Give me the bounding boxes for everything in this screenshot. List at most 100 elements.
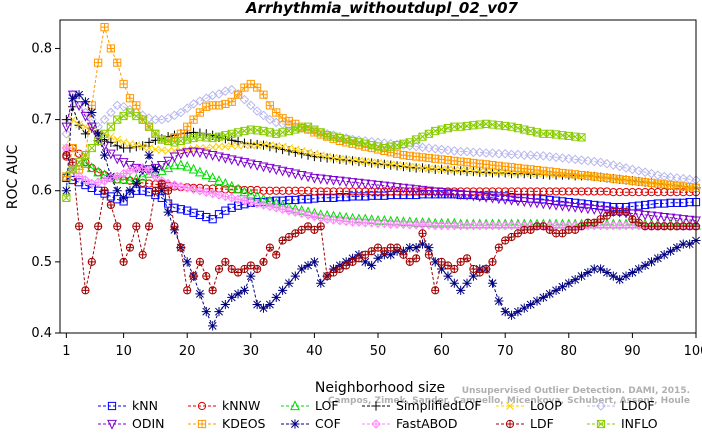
point-ldf xyxy=(462,254,472,263)
point-ldf xyxy=(144,222,154,231)
x-tick-label: 40 xyxy=(306,344,323,359)
point-knn xyxy=(195,210,205,220)
x-tick-label: 1 xyxy=(62,344,70,359)
point-kdeos xyxy=(195,108,205,117)
point-knn xyxy=(138,186,147,195)
point-loop xyxy=(119,138,128,147)
point-fastabod xyxy=(201,187,212,197)
legend-item-simplifiedlof: SimplifiedLOF xyxy=(362,398,482,413)
point-knn xyxy=(666,198,675,207)
point-ldof xyxy=(188,99,199,109)
y-tick-label: 0.8 xyxy=(31,41,52,56)
point-odin xyxy=(74,101,84,112)
point-odin xyxy=(582,204,593,215)
point-ldf xyxy=(189,272,198,281)
point-ldof xyxy=(532,151,542,161)
point-odin xyxy=(360,179,371,190)
point-ldof xyxy=(462,146,472,157)
point-simplifiedlof xyxy=(80,129,91,139)
point-inflo xyxy=(81,151,90,160)
point-ldf xyxy=(348,257,357,266)
point-kdeos xyxy=(259,90,268,99)
point-knnw xyxy=(405,187,414,196)
point-cof xyxy=(627,267,637,278)
point-fastabod xyxy=(233,194,243,205)
point-fastabod xyxy=(112,171,123,182)
point-inflo xyxy=(87,143,96,153)
point-fastabod xyxy=(74,171,84,182)
point-ldf xyxy=(183,286,192,295)
point-knnw xyxy=(590,187,599,196)
point-loop xyxy=(399,161,408,170)
point-loop xyxy=(138,142,147,151)
point-simplifiedlof xyxy=(188,127,199,137)
point-ldf xyxy=(494,243,503,252)
point-ldof xyxy=(150,114,161,125)
point-loop xyxy=(297,146,306,155)
point-ldf xyxy=(113,222,122,231)
legend-label: ODIN xyxy=(132,416,165,431)
point-lof xyxy=(201,169,212,180)
legend-label: LDOF xyxy=(621,398,655,413)
point-cof xyxy=(252,299,262,310)
point-knnw xyxy=(144,179,154,188)
point-cof xyxy=(360,257,370,267)
point-odin xyxy=(125,161,135,171)
point-odin xyxy=(576,203,587,214)
point-cof xyxy=(93,129,103,139)
point-cof xyxy=(265,299,275,310)
point-lof xyxy=(125,174,135,185)
point-ldof xyxy=(265,114,275,125)
point-knnw xyxy=(272,186,281,195)
point-loop xyxy=(348,156,357,165)
point-ldf xyxy=(634,218,643,227)
point-knn xyxy=(367,191,376,200)
point-knnw xyxy=(558,187,567,196)
legend-marker xyxy=(107,419,117,430)
point-loop xyxy=(221,142,230,151)
point-fastabod xyxy=(99,175,110,186)
point-fastabod xyxy=(118,168,129,179)
point-ldof xyxy=(621,163,631,173)
point-cof xyxy=(201,307,211,317)
point-cof xyxy=(570,275,580,285)
point-knn xyxy=(176,205,185,214)
point-ldof xyxy=(487,148,498,158)
point-ldf xyxy=(621,207,631,217)
point-odin xyxy=(646,211,657,222)
y-tick-label: 0.5 xyxy=(31,255,52,270)
point-kdeos xyxy=(106,44,115,53)
point-ldf xyxy=(170,222,179,231)
point-cof xyxy=(386,250,396,260)
point-lof xyxy=(182,160,193,171)
point-cof xyxy=(526,299,536,310)
point-ldof xyxy=(646,168,657,179)
point-ldf xyxy=(259,257,268,266)
point-ldof xyxy=(417,142,428,153)
legend-marker xyxy=(107,401,117,411)
point-ldof xyxy=(214,89,224,99)
point-knnw xyxy=(342,187,351,196)
legend-marker xyxy=(596,419,606,429)
legend-marker xyxy=(505,419,515,429)
point-lof xyxy=(156,165,167,175)
series-inflo xyxy=(62,108,586,202)
point-cof xyxy=(150,164,160,174)
point-lof xyxy=(214,175,224,185)
point-kdeos xyxy=(100,23,109,32)
x-tick-label: 70 xyxy=(497,344,514,359)
point-ldf xyxy=(316,222,325,231)
point-cof xyxy=(297,264,307,274)
point-knnw xyxy=(596,187,605,196)
point-fastabod xyxy=(315,212,326,223)
point-knn xyxy=(202,212,211,222)
point-ldf xyxy=(526,225,535,234)
legend-item-loop: LoOP xyxy=(496,398,562,413)
point-odin xyxy=(195,148,205,159)
x-tick-label: 10 xyxy=(115,344,132,359)
x-tick-label: 30 xyxy=(243,344,260,359)
legend-marker xyxy=(290,400,300,411)
point-knn xyxy=(348,192,357,201)
point-odin xyxy=(506,195,517,206)
x-tick-label: 90 xyxy=(624,344,641,359)
